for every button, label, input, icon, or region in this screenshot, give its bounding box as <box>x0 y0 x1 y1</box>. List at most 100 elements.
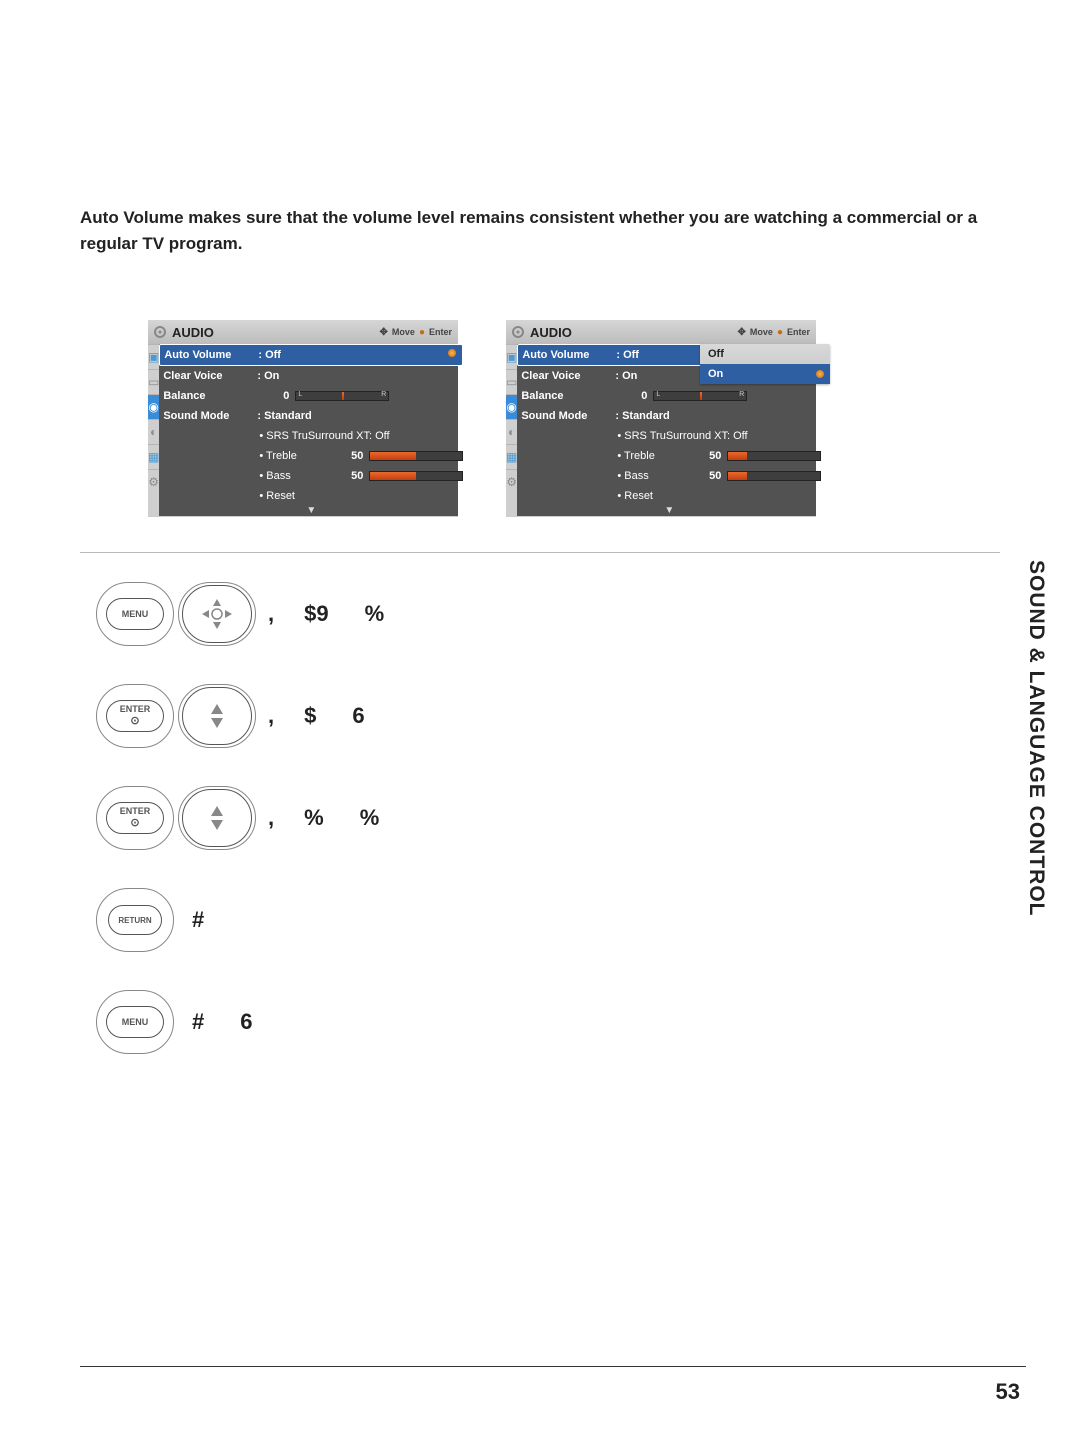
enter-label: Enter <box>429 327 452 337</box>
step3-glyph2: % <box>360 805 380 831</box>
bass-label: • Bass <box>617 470 689 482</box>
nav-icon-1[interactable]: ▣ <box>148 344 159 369</box>
sound-mode-label: Sound Mode <box>163 410 257 422</box>
row-treble[interactable]: • Treble 50 <box>159 446 463 466</box>
row-balance[interactable]: Balance 0 LR <box>517 386 821 406</box>
enter-label: ENTER <box>120 705 151 714</box>
step-5: MENU # 6 <box>96 990 424 1054</box>
auto-volume-dropdown[interactable]: Off On <box>700 344 830 384</box>
row-sound-mode[interactable]: Sound Mode : Standard <box>159 406 463 426</box>
step4-glyph1: # <box>192 907 204 933</box>
clear-voice-label: Clear Voice <box>163 370 257 382</box>
remote-enter-button[interactable]: ENTER ⊙ <box>106 700 164 732</box>
bass-value: 50 <box>331 470 363 482</box>
balance-slider[interactable]: LR <box>295 391 389 401</box>
row-balance[interactable]: Balance 0 LR <box>159 386 463 406</box>
nav-icon-audio[interactable]: ◉ <box>506 394 517 419</box>
remote-enter-button[interactable]: ENTER⊙ <box>106 802 164 834</box>
remote-return-button[interactable]: RETURN <box>108 905 162 935</box>
treble-label: • Treble <box>617 450 689 462</box>
row-sound-mode[interactable]: Sound Mode : Standard <box>517 406 821 426</box>
step-3-buttons: ENTER⊙ , <box>96 786 274 850</box>
balance-label: Balance <box>163 390 257 402</box>
auto-volume-label: Auto Volume <box>164 349 258 361</box>
nav-icon-1[interactable]: ▣ <box>506 344 517 369</box>
row-bass[interactable]: • Bass 50 <box>159 466 463 486</box>
treble-label: • Treble <box>259 450 331 462</box>
balance-value: 0 <box>615 390 647 402</box>
updown-cap <box>178 786 256 850</box>
row-reset[interactable]: • Reset <box>517 486 821 506</box>
osd-panel-right: AUDIO ✥ Move ● Enter ▣ ▭ ◉ ◐ ▦ ⚙ Auto Vo… <box>506 320 816 516</box>
reset-label: • Reset <box>617 490 653 502</box>
bass-slider[interactable] <box>369 471 463 481</box>
footer-rule <box>80 1366 1026 1368</box>
balance-label: Balance <box>521 390 615 402</box>
menu-button-cap: MENU <box>96 990 174 1054</box>
treble-value: 50 <box>689 450 721 462</box>
nav-icon-4[interactable]: ◐ <box>148 419 159 444</box>
osd-title: AUDIO <box>530 325 738 340</box>
scroll-down-icon[interactable]: ▼ <box>159 506 463 516</box>
option-on[interactable]: On <box>700 364 830 384</box>
row-clear-voice[interactable]: Clear Voice : On <box>159 366 463 386</box>
balance-slider[interactable]: LR <box>653 391 747 401</box>
step2-glyph1: $ <box>304 703 316 729</box>
treble-slider[interactable] <box>369 451 463 461</box>
remote-menu-button[interactable]: MENU <box>106 598 164 630</box>
move-label: Move <box>392 327 415 337</box>
enter-button-cap: ENTER ⊙ <box>96 684 174 748</box>
auto-volume-value: : Off <box>258 349 281 361</box>
treble-value: 50 <box>331 450 363 462</box>
enter-label: ENTER <box>120 807 151 816</box>
nav-icon-4[interactable]: ◐ <box>506 419 517 444</box>
option-off[interactable]: Off <box>700 344 830 364</box>
reset-label: • Reset <box>259 490 295 502</box>
treble-slider[interactable] <box>727 451 821 461</box>
enter-dot-icon: ● <box>419 327 425 338</box>
dpad-cap <box>178 582 256 646</box>
row-bass[interactable]: • Bass 50 <box>517 466 821 486</box>
updown-cap <box>178 684 256 748</box>
bass-slider[interactable] <box>727 471 821 481</box>
nav-icon-6[interactable]: ⚙ <box>506 469 517 494</box>
remote-updown[interactable] <box>182 687 252 745</box>
enter-button-cap: ENTER⊙ <box>96 786 174 850</box>
divider <box>80 552 1000 553</box>
nav-icon-2[interactable]: ▭ <box>148 369 159 394</box>
osd-nav: ▣ ▭ ◉ ◐ ▦ ⚙ <box>148 344 159 516</box>
step-5-buttons: MENU <box>96 990 174 1054</box>
move-icon: ✥ <box>380 327 388 338</box>
osd-hint: ✥ Move ● Enter <box>738 327 810 338</box>
enter-dot-icon: ⊙ <box>130 716 139 727</box>
step5-glyph1: # <box>192 1009 204 1035</box>
instruction-steps: MENU , $9 % <box>96 582 424 1054</box>
remote-updown[interactable] <box>182 789 252 847</box>
nav-icon-6[interactable]: ⚙ <box>148 469 159 494</box>
scroll-down-icon[interactable]: ▼ <box>517 506 821 516</box>
nav-icon-5[interactable]: ▦ <box>148 444 159 469</box>
row-treble[interactable]: • Treble 50 <box>517 446 821 466</box>
row-srs[interactable]: • SRS TruSurround XT: Off <box>517 426 821 446</box>
sound-mode-value: : Standard <box>257 410 463 422</box>
page-number: 53 <box>996 1379 1020 1405</box>
nav-icon-2[interactable]: ▭ <box>506 369 517 394</box>
row-reset[interactable]: • Reset <box>159 486 463 506</box>
remote-dpad[interactable] <box>182 585 252 643</box>
nav-icon-5[interactable]: ▦ <box>506 444 517 469</box>
osd-hint: ✥ Move ● Enter <box>380 327 452 338</box>
row-auto-volume[interactable]: Auto Volume : Off <box>159 344 463 366</box>
step-2: ENTER⊙ , $ 6 <box>96 684 424 748</box>
nav-icon-audio[interactable]: ◉ <box>148 394 159 419</box>
intro-text: Auto Volume makes sure that the volume l… <box>80 205 1000 258</box>
remote-menu-button[interactable]: MENU <box>106 1006 164 1038</box>
step1-glyph1: $9 <box>304 601 328 627</box>
step-1-buttons: MENU , <box>96 582 274 646</box>
step-1: MENU , $9 % <box>96 582 424 646</box>
row-srs[interactable]: • SRS TruSurround XT: Off <box>159 426 463 446</box>
step2-glyph2: 6 <box>352 703 364 729</box>
step-4: RETURN # <box>96 888 424 952</box>
enter-dot-icon: ● <box>777 327 783 338</box>
selection-dot-icon <box>448 349 456 357</box>
step1-glyph2: % <box>365 601 385 627</box>
